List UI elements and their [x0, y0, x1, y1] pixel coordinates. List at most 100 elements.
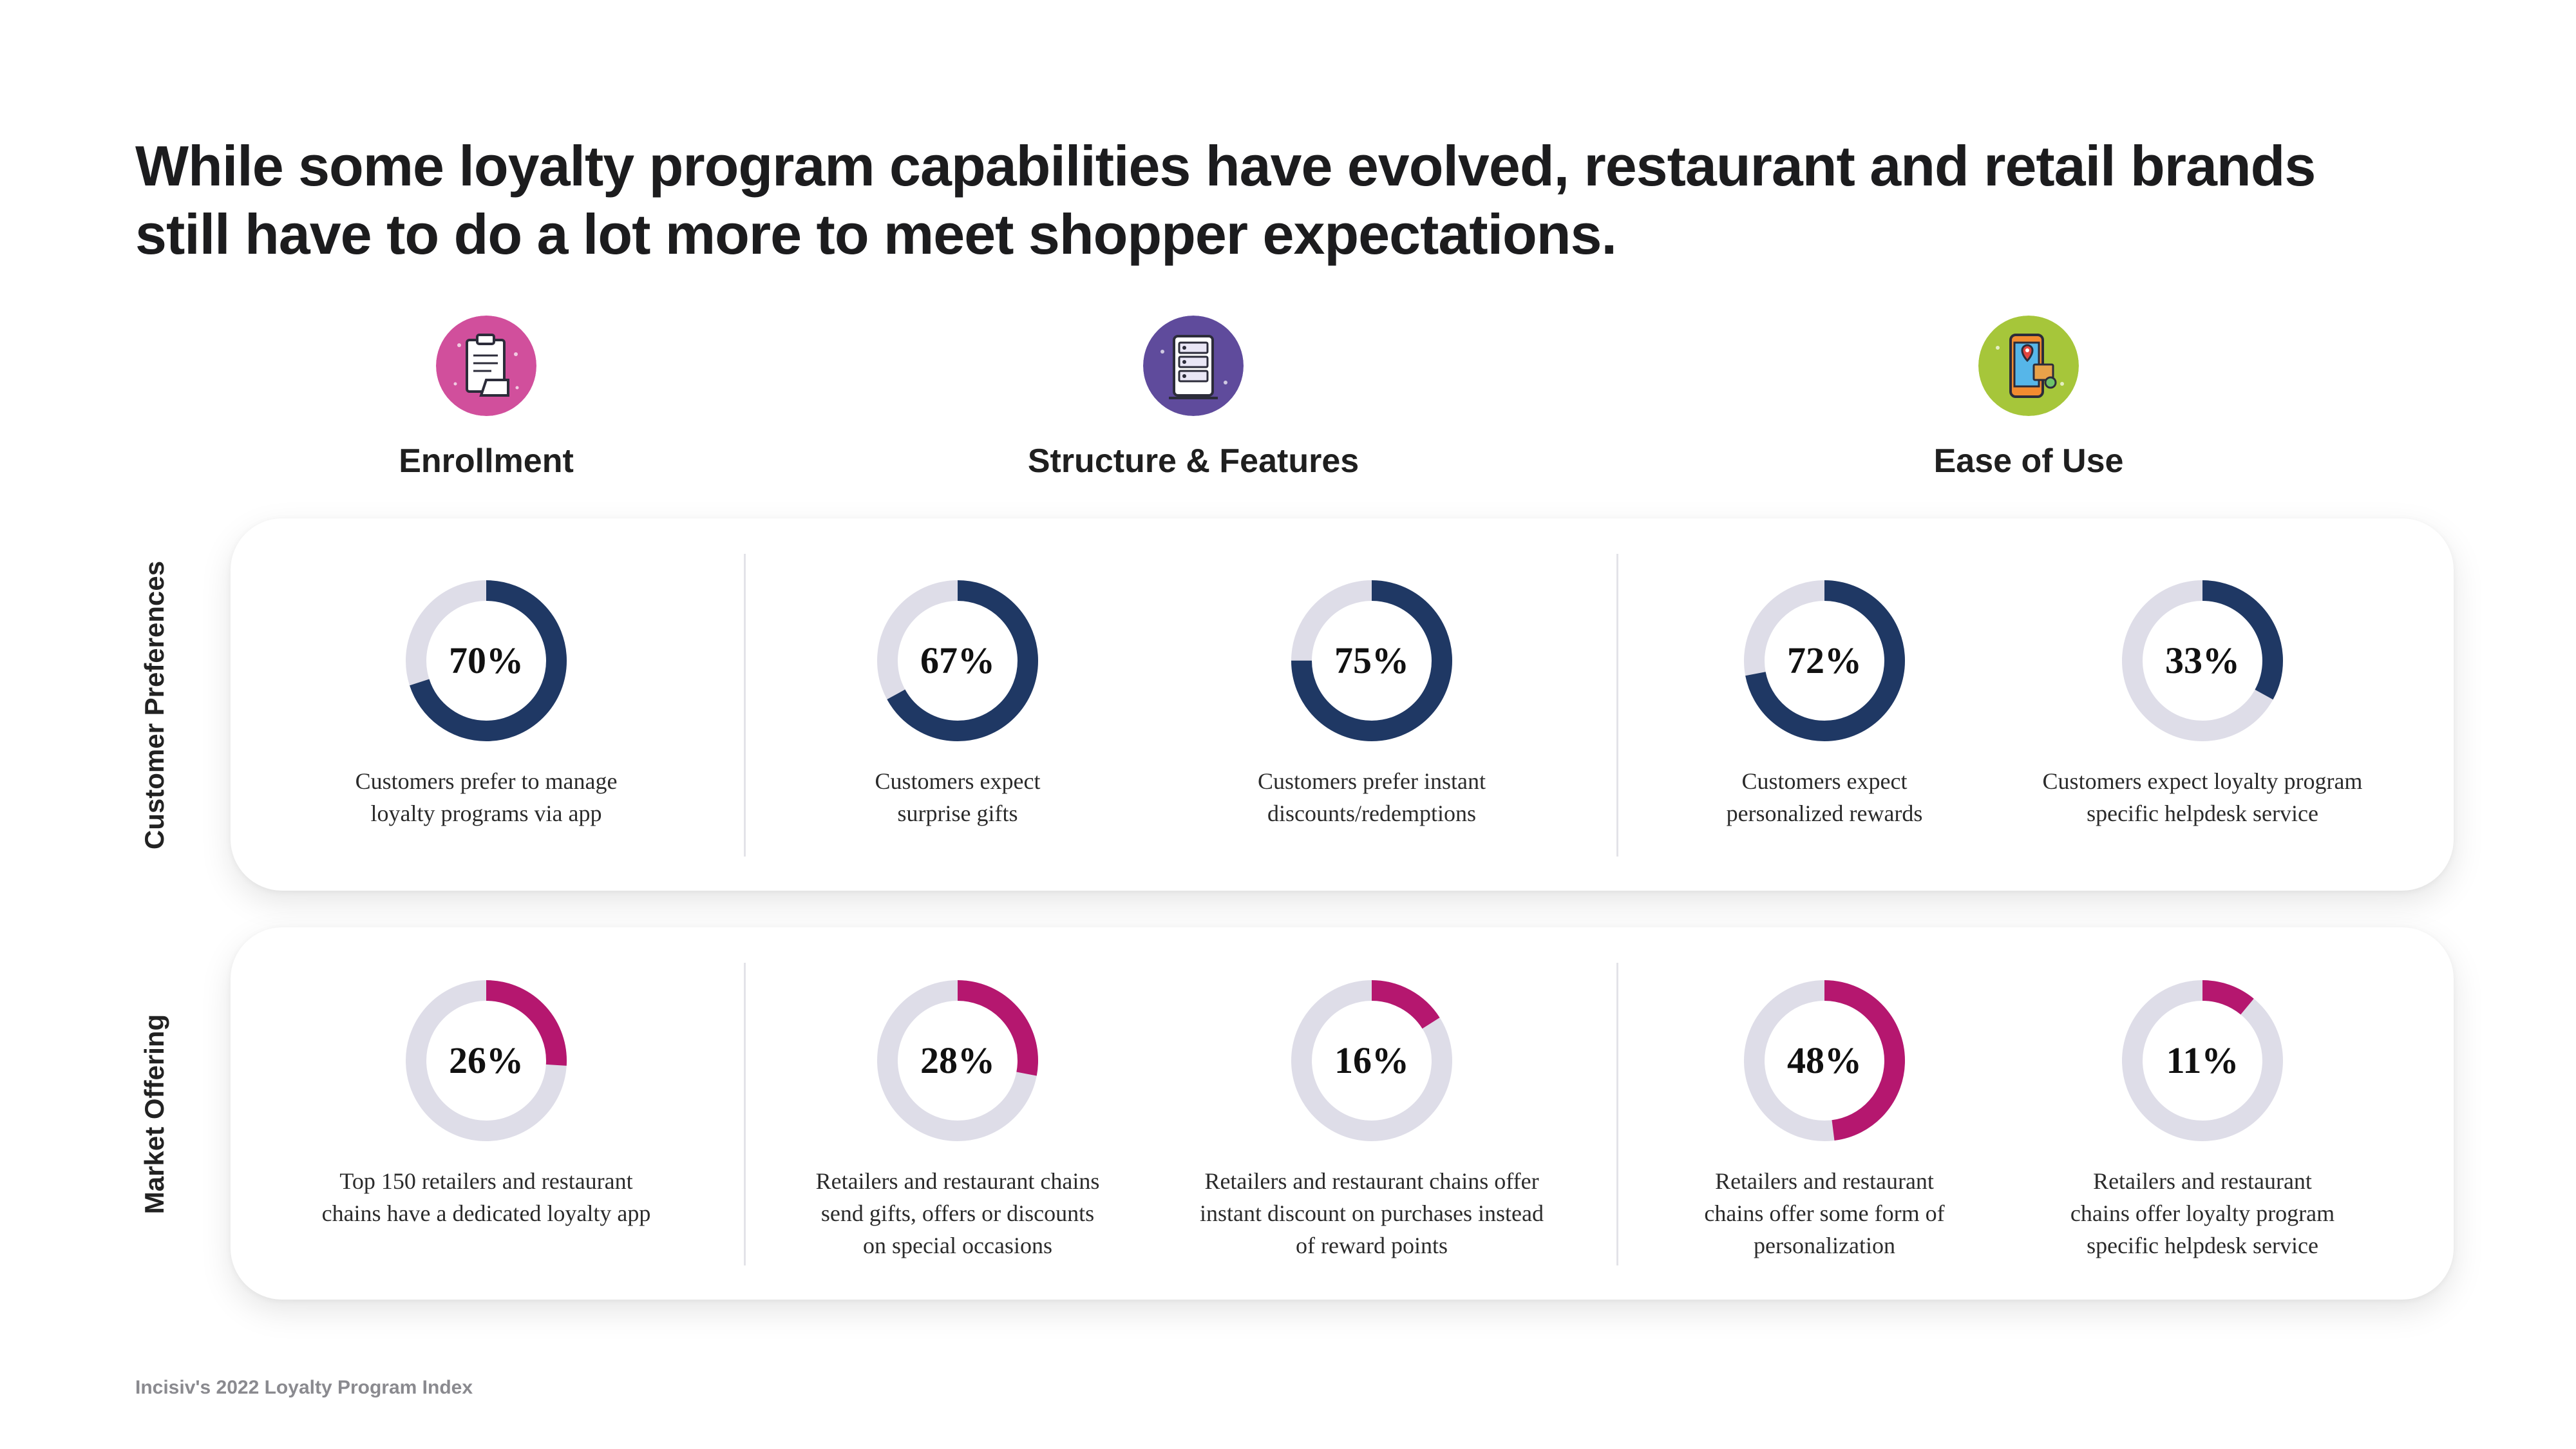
donut-metric: 26% Top 150 retailers and restaurant chain…	[267, 977, 705, 1229]
description-line: of reward points	[1296, 1233, 1448, 1258]
donut-svg	[406, 580, 567, 741]
row-label-customer-preferences: Customer Preferences	[139, 560, 169, 850]
donut-value: 11%	[2166, 1039, 2239, 1081]
mobile-map-icon	[1978, 316, 2079, 416]
category-structure-features: Structure & Features	[904, 316, 1483, 480]
description-line: Retailers and restaurant chains offer	[1204, 1168, 1539, 1194]
donut-svg	[1291, 980, 1452, 1141]
metric-description: Customers expect loyalty program specific…	[1984, 765, 2421, 829]
metric-description: Retailers and restaurant chains offer loy…	[1984, 1165, 2421, 1262]
donut-value: 33%	[2165, 639, 2240, 681]
donut-value: 16%	[1334, 1039, 1409, 1081]
description-line: personalization	[1754, 1233, 1895, 1258]
category-label: Enrollment	[399, 442, 574, 480]
description-line: chains have a dedicated loyalty app	[321, 1200, 651, 1226]
donut-chart: 26%	[402, 977, 570, 1144]
donut-chart: 33%	[2119, 577, 2286, 744]
donut-metric: 28% Retailers and restaurant chains send g…	[739, 977, 1177, 1262]
donut-value: 28%	[920, 1039, 995, 1081]
description-line: Customers expect	[1741, 768, 1908, 794]
description-line: Customers prefer instant	[1258, 768, 1486, 794]
headline-line-1: While some loyalty program capabilities …	[135, 134, 2316, 198]
page-title: While some loyalty program capabilities …	[135, 132, 2518, 269]
donut-arc	[2122, 980, 2283, 1141]
description-line: Customers expect loyalty program	[2042, 768, 2363, 794]
donut-value: 75%	[1334, 639, 1409, 681]
donut-svg	[2122, 580, 2283, 741]
category-enrollment: Enrollment	[196, 316, 776, 480]
donut-arc	[1744, 980, 1905, 1141]
donut-metric: 67% Customers expect surprise gifts	[739, 577, 1177, 829]
metric-description: Retailers and restaurant chains offer som…	[1605, 1165, 2043, 1262]
donut-metric: 11% Retailers and restaurant chains offer …	[1984, 977, 2421, 1262]
metric-description: Retailers and restaurant chains offer ins…	[1153, 1165, 1591, 1262]
donut-svg	[1744, 980, 1905, 1141]
donut-metric: 75% Customers prefer instant discounts/red…	[1153, 577, 1591, 829]
description-line: specific helpdesk service	[2087, 1233, 2318, 1258]
donut-chart: 16%	[1288, 977, 1455, 1144]
donut-metric: 48% Retailers and restaurant chains offer …	[1605, 977, 2043, 1262]
column-divider	[1616, 554, 1618, 857]
headline-line-2: still have to do a lot more to meet shop…	[135, 202, 1617, 266]
metric-description: Retailers and restaurant chains send gift…	[739, 1165, 1177, 1262]
donut-svg	[2122, 980, 2283, 1141]
donut-arc	[877, 980, 1038, 1141]
description-line: discounts/redemptions	[1267, 800, 1476, 826]
description-line: Customers prefer to manage	[355, 768, 618, 794]
description-line: loyalty programs via app	[370, 800, 602, 826]
donut-svg	[406, 980, 567, 1141]
description-line: on special occasions	[863, 1233, 1052, 1258]
customer-preferences-card	[231, 518, 2454, 891]
donut-arc	[406, 980, 567, 1141]
column-divider	[744, 963, 746, 1265]
description-line: surprise gifts	[897, 800, 1018, 826]
donut-arc	[1744, 580, 1905, 741]
donut-metric: 72% Customers expect personalized rewards	[1605, 577, 2043, 829]
donut-metric: 16% Retailers and restaurant chains offer…	[1153, 977, 1591, 1262]
description-line: Retailers and restaurant chains	[815, 1168, 1100, 1194]
donut-arc	[1291, 580, 1452, 741]
column-divider	[744, 554, 746, 857]
donut-value: 67%	[920, 639, 995, 681]
metric-description: Customers prefer to manage loyalty progra…	[267, 765, 705, 829]
clipboard-icon	[436, 316, 536, 416]
source-footer: Incisiv's 2022 Loyalty Program Index	[135, 1377, 473, 1398]
donut-value: 72%	[1787, 639, 1862, 681]
category-label: Structure & Features	[1027, 442, 1359, 480]
donut-chart: 67%	[874, 577, 1041, 744]
donut-svg	[877, 580, 1038, 741]
description-line: Top 150 retailers and restaurant	[339, 1168, 633, 1194]
donut-chart: 70%	[402, 577, 570, 744]
donut-chart: 28%	[874, 977, 1041, 1144]
donut-arc	[1291, 980, 1452, 1141]
metric-description: Customers prefer instant discounts/redemp…	[1153, 765, 1591, 829]
donut-chart: 72%	[1741, 577, 1908, 744]
description-line: chains offer some form of	[1704, 1200, 1945, 1226]
metric-description: Customers expect personalized rewards	[1605, 765, 2043, 829]
column-divider	[1616, 963, 1618, 1265]
metric-description: Customers expect surprise gifts	[739, 765, 1177, 829]
category-ease-of-use: Ease of Use	[1739, 316, 2318, 480]
description-line: personalized rewards	[1726, 800, 1923, 826]
donut-metric: 70% Customers prefer to manage loyalty pro…	[267, 577, 705, 829]
donut-chart: 75%	[1288, 577, 1455, 744]
donut-arc	[877, 580, 1038, 741]
description-line: chains offer loyalty program	[2070, 1200, 2335, 1226]
description-line: instant discount on purchases instead	[1200, 1200, 1544, 1226]
donut-svg	[877, 980, 1038, 1141]
donut-value: 26%	[449, 1039, 524, 1081]
description-line: Retailers and restaurant	[1715, 1168, 1934, 1194]
donut-arc	[406, 580, 567, 741]
description-line: specific helpdesk service	[2087, 800, 2318, 826]
donut-value: 48%	[1787, 1039, 1862, 1081]
donut-arc	[2122, 580, 2283, 741]
donut-value: 70%	[449, 639, 524, 681]
metric-description: Top 150 retailers and restaurant chains h…	[267, 1165, 705, 1229]
donut-chart: 11%	[2119, 977, 2286, 1144]
donut-chart: 48%	[1741, 977, 1908, 1144]
category-label: Ease of Use	[1933, 442, 2124, 480]
donut-svg	[1291, 580, 1452, 741]
description-line: Customers expect	[875, 768, 1041, 794]
row-label-market-offering: Market Offering	[139, 1014, 169, 1215]
donut-svg	[1744, 580, 1905, 741]
